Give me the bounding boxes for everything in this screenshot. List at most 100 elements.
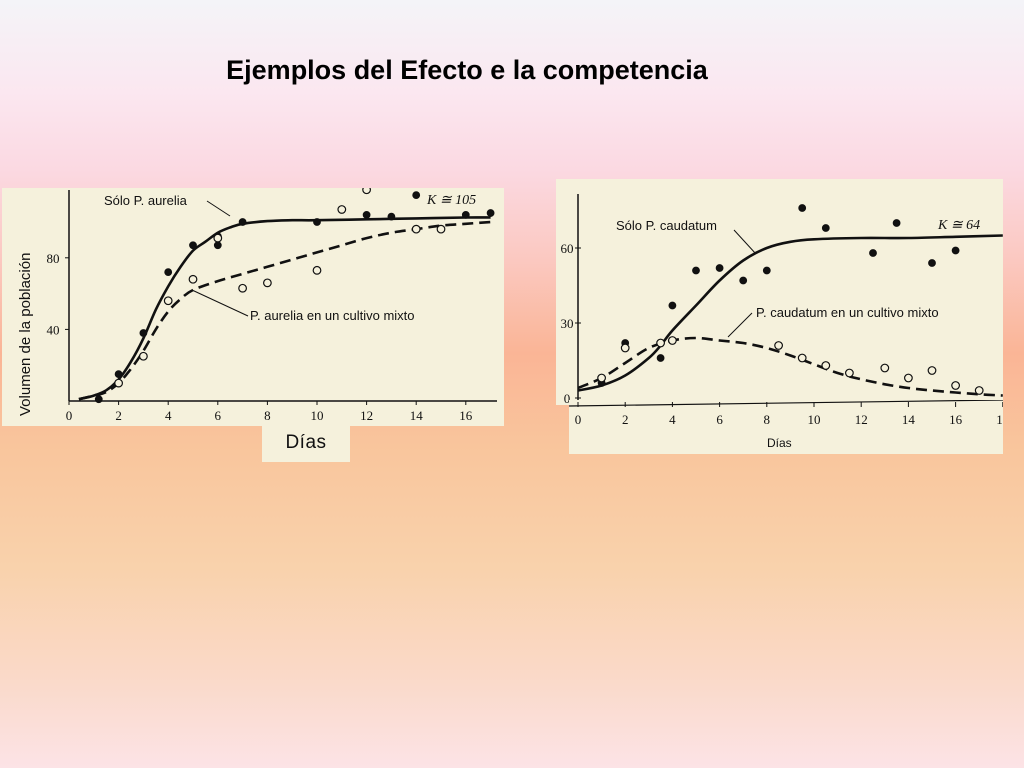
caudatum-solo-point — [715, 264, 724, 272]
aurelia-x-tick-label: 10 — [311, 408, 324, 423]
aurelia-solo-point — [461, 210, 470, 219]
caudatum-solo-point — [739, 276, 748, 285]
caudatum-mixed-point — [927, 366, 937, 375]
caudatum-mixed-point — [904, 373, 913, 383]
aurelia-solo-label: Sólo P. aurelia — [104, 193, 188, 208]
aurelia-mixed-point — [213, 233, 223, 243]
caudatum-mixed-point — [667, 336, 677, 345]
aurelia-x-tick-label: 8 — [264, 408, 271, 423]
caudatum-curves — [577, 234, 1003, 397]
caudatum-solo-point — [821, 224, 830, 232]
aurelia-mixed-point — [436, 224, 446, 234]
caudatum-mixed-label: P. caudatum en un cultivo mixto — [756, 305, 939, 320]
caudatum-mixed-point — [974, 386, 984, 395]
caudatum-x-tick-label: 12 — [855, 412, 868, 427]
aurelia-x-tick-label: 12 — [360, 408, 373, 423]
caudatum-chart: 0 30 60 K ≅ 64 Sólo P. caudatum P. caudatu… — [561, 194, 1003, 405]
caudatum-mixed-point — [620, 343, 630, 353]
caudatum-mixed-point — [845, 368, 854, 378]
aurelia-mixed-point — [312, 265, 322, 275]
aurelia-y-tick-label: 80 — [47, 251, 60, 266]
caudatum-x-tick-label: 16 — [949, 412, 963, 427]
aurelia-k-annotation: K ≅ 105 — [426, 193, 476, 208]
aurelia-mixed-point — [138, 351, 148, 361]
aurelia-solo-point — [94, 395, 103, 404]
aurelia-x-tick-label: 0 — [66, 408, 73, 423]
caudatum-solo-curve — [577, 234, 1003, 392]
caudatum-solo-point — [692, 266, 700, 275]
aurelia-solo-point — [387, 212, 396, 221]
aurelia-mixed-point — [188, 274, 198, 284]
aurelia-solo-point — [486, 209, 495, 217]
aurelia-solo-point — [412, 191, 421, 200]
caudatum-mixed-point — [597, 373, 606, 383]
aurelia-ylabel: Volumen de la población — [17, 253, 34, 416]
aurelia-xlabel: Días — [262, 426, 350, 462]
aurelia-mixed-point — [163, 296, 173, 306]
aurelia-solo-point — [313, 218, 321, 226]
caudatum-x-tick-label: 18 — [996, 412, 1003, 427]
caudatum-mixed-point — [951, 381, 961, 390]
aurelia-mixed-label: P. aurelia en un cultivo mixto — [250, 308, 415, 323]
aurelia-x-tick-label: 14 — [410, 408, 424, 423]
aurelia-solo-leader — [206, 200, 231, 217]
caudatum-x-tick-label: 2 — [622, 412, 629, 427]
aurelia-mixed-point — [114, 378, 123, 388]
caudatum-chart-panel: 0 30 60 K ≅ 64 Sólo P. caudatum P. caudatu… — [556, 179, 1003, 405]
caudatum-solo-point — [951, 246, 960, 255]
aurelia-mixed-leader — [191, 289, 249, 317]
caudatum-xlabel: Días — [767, 436, 792, 450]
aurelia-solo-point — [164, 268, 173, 277]
caudatum-x-ticks: 0 2 4 6 8 10 12 14 16 18 — [569, 400, 1003, 427]
slide-title: Ejemplos del Efecto e la competencia — [226, 55, 708, 85]
caudatum-mixed-point — [880, 363, 890, 373]
aurelia-axes: 0 2 4 6 8 10 12 14 16 40 80 — [47, 190, 497, 423]
aurelia-mixed-curve — [78, 220, 491, 401]
caudatum-solo-point — [762, 266, 771, 275]
caudatum-mixed-point — [656, 338, 665, 348]
aurelia-solo-point — [213, 241, 222, 250]
caudatum-mixed-point — [821, 361, 831, 370]
caudatum-solo-leader — [733, 229, 757, 255]
caudatum-y-tick-label: 60 — [561, 241, 574, 256]
aurelia-x-tick-label: 2 — [115, 408, 122, 423]
aurelia-chart: 0 2 4 6 8 10 12 14 16 40 80 Volumen de la població… — [17, 188, 497, 423]
caudatum-solo-point — [869, 249, 877, 257]
aurelia-solo-point — [114, 370, 123, 379]
caudatum-solo-point — [668, 301, 677, 310]
caudatum-y-tick-label: 0 — [564, 391, 571, 405]
caudatum-solo-point — [892, 219, 901, 227]
aurelia-mixed-point — [263, 278, 272, 288]
caudatum-solo-label: Sólo P. caudatum — [616, 218, 717, 233]
aurelia-chart-panel: 0 2 4 6 8 10 12 14 16 40 80 Volumen de la població… — [2, 188, 504, 426]
aurelia-solo-point — [362, 210, 371, 219]
caudatum-solo-point — [656, 354, 665, 362]
aurelia-x-tick-label: 16 — [459, 408, 473, 423]
caudatum-x-tick-label: 14 — [902, 412, 916, 427]
aurelia-solo-point — [189, 241, 197, 250]
aurelia-y-tick-label: 40 — [47, 322, 60, 337]
caudatum-x-tick-label: 4 — [669, 412, 676, 427]
caudatum-solo-point — [798, 204, 807, 212]
caudatum-x-tick-label: 0 — [575, 412, 582, 427]
aurelia-mixed-point — [411, 224, 421, 234]
caudatum-x-axis — [569, 400, 1003, 407]
caudatum-y-tick-label: 30 — [561, 316, 574, 331]
caudatum-axis-panel: 0 2 4 6 8 10 12 14 16 18 Días — [569, 400, 1003, 454]
aurelia-solo-point — [238, 218, 247, 226]
aurelia-x-tick-label: 6 — [215, 408, 222, 423]
caudatum-points — [597, 204, 984, 395]
caudatum-mixed-leader — [727, 312, 753, 338]
caudatum-mixed-point — [797, 353, 807, 363]
caudatum-axes: 0 30 60 — [561, 194, 581, 405]
caudatum-solo-point — [928, 259, 936, 267]
aurelia-mixed-point — [362, 188, 371, 195]
aurelia-points — [94, 188, 495, 404]
caudatum-k-annotation: K ≅ 64 — [937, 218, 980, 233]
caudatum-x-tick-label: 10 — [808, 412, 821, 427]
caudatum-mixed-point — [774, 341, 784, 350]
aurelia-solo-point — [139, 329, 148, 337]
caudatum-x-axis: 0 2 4 6 8 10 12 14 16 18 Días — [569, 400, 1003, 450]
aurelia-x-tick-label: 4 — [165, 408, 172, 423]
aurelia-mixed-point — [238, 283, 248, 293]
